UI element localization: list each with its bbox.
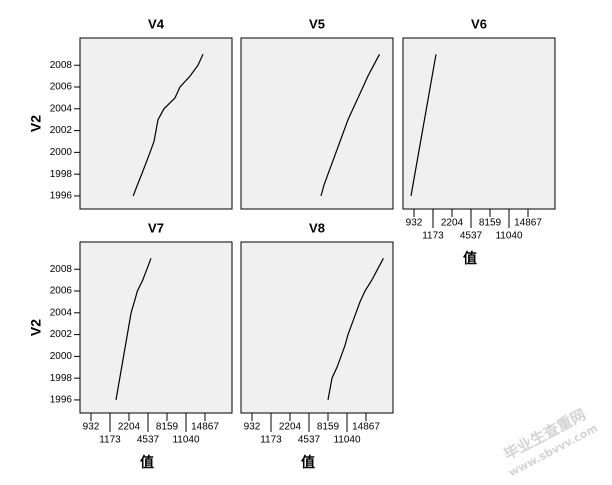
data-line — [132, 54, 204, 197]
x-tick-label: 2204 — [279, 422, 302, 433]
y-tick-label: 2000 — [50, 147, 73, 158]
x-tick-label: 4537 — [298, 435, 321, 446]
data-line — [327, 258, 384, 401]
x-tick-label: 932 — [406, 218, 423, 229]
y-tick-label: 2008 — [50, 264, 73, 275]
panel-title: V5 — [309, 16, 325, 31]
data-line — [320, 54, 381, 197]
x-tick-label: 11040 — [333, 435, 361, 446]
y-tick-label: 2004 — [50, 307, 73, 318]
x-tick-label: 8159 — [479, 218, 502, 229]
x-tick-label: 14867 — [191, 422, 219, 433]
y-tick-label: 2000 — [50, 351, 73, 362]
data-line — [410, 54, 437, 197]
x-tick-label: 932 — [244, 422, 261, 433]
x-axis-label: 值 — [463, 250, 477, 267]
x-tick-label: 14867 — [514, 218, 542, 229]
y-tick-label: 2006 — [50, 82, 73, 93]
panel — [402, 37, 556, 210]
y-tick-label: 2004 — [50, 103, 73, 114]
x-tick-label: 1173 — [99, 435, 121, 446]
y-tick-label: 2008 — [50, 60, 73, 71]
y-tick-label: 2006 — [50, 286, 73, 297]
x-tick-label: 4537 — [460, 231, 483, 242]
y-axis-label: V2 — [28, 319, 44, 336]
x-axis-label: 值 — [301, 454, 315, 471]
x-tick-label: 932 — [83, 422, 100, 433]
x-tick-label: 8159 — [317, 422, 340, 433]
panel — [240, 241, 394, 414]
y-tick-label: 2002 — [50, 329, 73, 340]
panel — [79, 37, 233, 210]
x-tick-label: 8159 — [156, 422, 179, 433]
x-tick-label: 14867 — [352, 422, 380, 433]
x-tick-label: 4537 — [137, 435, 160, 446]
y-tick-label: 1998 — [50, 169, 73, 180]
y-axis-label: V2 — [28, 115, 44, 132]
watermark: 毕业生查重网 www.sbvvv.com — [501, 405, 600, 479]
y-tick-label: 2002 — [50, 125, 73, 136]
x-tick-label: 1173 — [422, 231, 444, 242]
data-line — [115, 258, 152, 401]
panel — [240, 37, 394, 210]
x-tick-label: 2204 — [118, 422, 141, 433]
panel-title: V6 — [471, 16, 487, 31]
y-tick-label: 1996 — [50, 191, 73, 202]
x-tick-label: 1173 — [260, 435, 282, 446]
x-tick-label: 11040 — [172, 435, 200, 446]
panel-title: V7 — [148, 220, 164, 235]
x-tick-label: 11040 — [495, 231, 523, 242]
y-tick-label: 1998 — [50, 373, 73, 384]
x-tick-label: 2204 — [441, 218, 464, 229]
x-axis-label: 值 — [140, 454, 154, 471]
panel-title: V4 — [148, 16, 165, 31]
panel-title: V8 — [309, 220, 325, 235]
panel — [79, 241, 233, 414]
y-tick-label: 1996 — [50, 395, 73, 406]
